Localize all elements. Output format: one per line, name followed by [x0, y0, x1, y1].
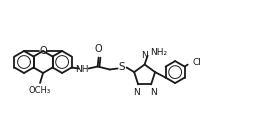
Text: N: N: [150, 88, 156, 97]
Text: Cl: Cl: [193, 58, 201, 67]
Text: S: S: [118, 62, 125, 72]
Text: OCH₃: OCH₃: [29, 86, 51, 95]
Text: N: N: [141, 52, 148, 60]
Text: NH₂: NH₂: [150, 48, 167, 57]
Text: O: O: [95, 44, 102, 54]
Text: NH: NH: [75, 65, 88, 74]
Text: N: N: [133, 88, 140, 97]
Text: O: O: [39, 46, 47, 56]
